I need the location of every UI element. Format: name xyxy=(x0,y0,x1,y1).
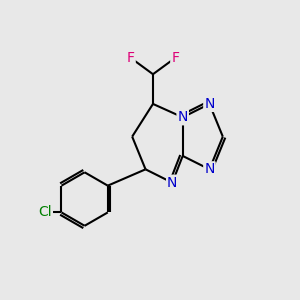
Text: N: N xyxy=(167,176,178,190)
Text: N: N xyxy=(204,162,214,176)
Text: F: F xyxy=(127,51,135,65)
Text: Cl: Cl xyxy=(38,206,52,219)
Text: N: N xyxy=(204,97,214,111)
Text: F: F xyxy=(171,51,179,65)
Text: N: N xyxy=(178,110,188,124)
